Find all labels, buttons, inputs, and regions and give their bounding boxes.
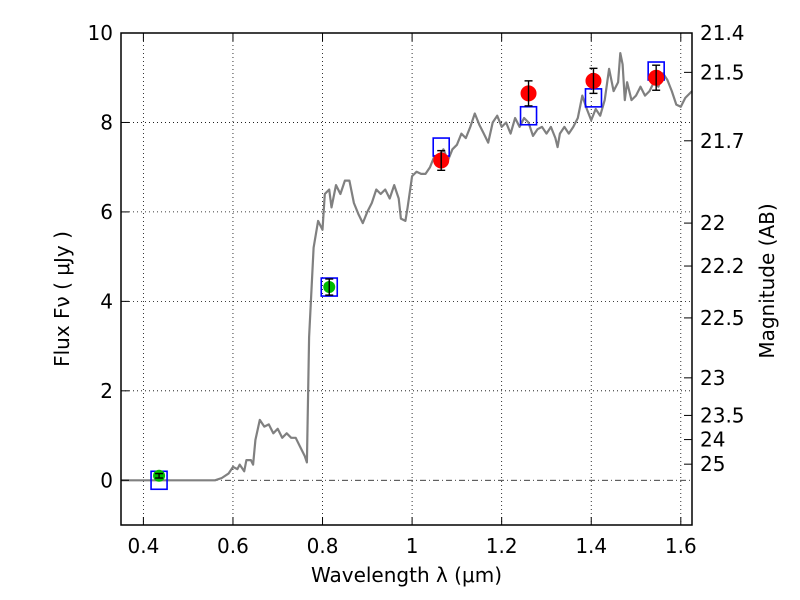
x-tick-label: 1.4 bbox=[575, 534, 607, 558]
y-tick-label: 6 bbox=[100, 200, 113, 224]
x-tick-label: 0.8 bbox=[307, 534, 339, 558]
model-box-marker bbox=[320, 277, 339, 297]
right-tick-label: 21.5 bbox=[700, 60, 745, 84]
right-tick-label: 22.2 bbox=[700, 254, 745, 278]
right-tick-label: 24 bbox=[700, 428, 725, 452]
model-box-marker bbox=[519, 105, 538, 126]
x-tick-label: 1.2 bbox=[486, 534, 518, 558]
plot-frame bbox=[120, 32, 693, 526]
x-tick-label: 1.6 bbox=[665, 534, 697, 558]
y-tick-label: 10 bbox=[88, 21, 113, 45]
y-tick-label: 0 bbox=[100, 468, 113, 492]
x-axis-label: Wavelength λ (μm) bbox=[311, 563, 502, 587]
right-axis-label: Magnitude (AB) bbox=[755, 203, 779, 358]
right-tick-label: 21.4 bbox=[700, 21, 745, 45]
y-tick-label: 4 bbox=[100, 289, 113, 313]
model-box-layer bbox=[150, 61, 665, 491]
x-tick-label: 0.4 bbox=[127, 534, 159, 558]
right-tick-label: 22.5 bbox=[700, 306, 745, 330]
y-tick-label: 8 bbox=[100, 110, 113, 134]
observed-point-layer bbox=[153, 64, 665, 482]
right-tick-label: 23 bbox=[700, 366, 725, 390]
right-tick-label: 22 bbox=[700, 211, 725, 235]
y-tick-label: 2 bbox=[100, 379, 113, 403]
grid bbox=[121, 33, 692, 525]
x-tick-label: 1 bbox=[406, 534, 419, 558]
x-tick-label: 0.6 bbox=[217, 534, 249, 558]
y-axis-label: Flux Fν ( μJy ) bbox=[50, 231, 74, 367]
spectrum-layer bbox=[121, 52, 693, 482]
right-tick-label: 25 bbox=[700, 452, 725, 476]
spectrum-line bbox=[121, 52, 693, 482]
right-tick-label: 21.7 bbox=[700, 129, 745, 153]
right-tick-label: 23.5 bbox=[700, 403, 745, 427]
